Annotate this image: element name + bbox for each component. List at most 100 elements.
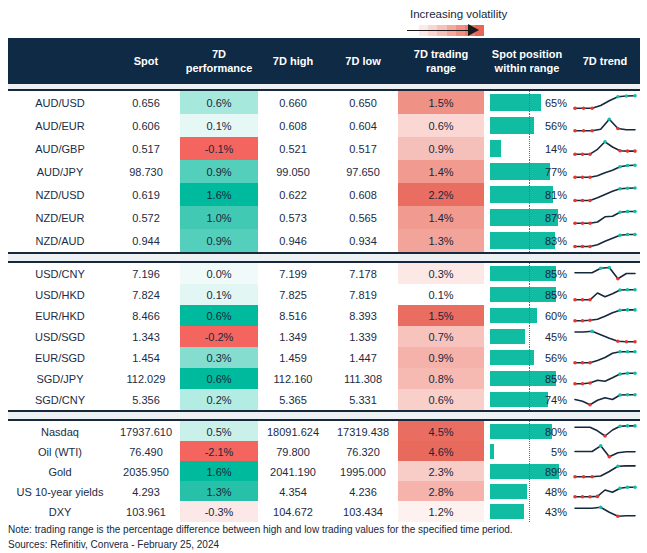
spot-position-cell: 56% xyxy=(484,114,570,137)
spot-value: 4.293 xyxy=(112,481,180,502)
high-marker-dot xyxy=(618,372,622,376)
low-marker-dot xyxy=(588,319,592,323)
high-marker-dot xyxy=(626,424,630,428)
low-value: 7.819 xyxy=(328,284,398,305)
sparkline-line xyxy=(575,142,635,154)
high-marker-dot xyxy=(618,234,622,238)
high-value: 79.800 xyxy=(258,441,328,462)
volatility-arrow-icon xyxy=(468,24,479,36)
low-value: 0.565 xyxy=(328,206,398,229)
trend-sparkline xyxy=(570,284,640,305)
trading-range-cell: 1.4% xyxy=(398,160,484,183)
spot-position-cell: 89% xyxy=(484,461,570,482)
trading-range-cell: 2.8% xyxy=(398,481,484,502)
trend-sparkline xyxy=(570,481,640,502)
spot-value: 103.961 xyxy=(112,501,180,522)
position-percent-label: 74% xyxy=(545,389,567,410)
performance-cell: 1.6% xyxy=(180,461,258,482)
high-marker-dot xyxy=(626,186,630,190)
spot-position-cell: 48% xyxy=(484,481,570,502)
position-percent-label: 43% xyxy=(545,501,567,522)
spot-value: 0.619 xyxy=(112,183,180,206)
high-value: 0.521 xyxy=(258,137,328,160)
asset-label: AUD/USD xyxy=(8,91,112,114)
table-row: AUD/GBP0.517-0.1%0.5210.5170.9%14% xyxy=(8,137,640,160)
high-marker-dot xyxy=(608,117,612,121)
high-marker-dot xyxy=(618,187,622,191)
low-marker-dot xyxy=(616,277,620,281)
sparkline-chart xyxy=(572,501,638,522)
spot-value: 1.343 xyxy=(112,326,180,347)
low-marker-dot xyxy=(616,127,620,131)
spot-value: 7.824 xyxy=(112,284,180,305)
high-marker-dot xyxy=(633,163,637,167)
low-value: 1995.000 xyxy=(328,461,398,482)
trend-sparkline xyxy=(570,91,640,114)
position-percent-label: 80% xyxy=(545,421,567,442)
trend-sparkline xyxy=(570,305,640,326)
low-marker-dot xyxy=(581,319,585,323)
high-value: 7.825 xyxy=(258,284,328,305)
performance-cell: 0.9% xyxy=(180,229,258,252)
low-value: 4.236 xyxy=(328,481,398,502)
midpoint-dotted-line xyxy=(529,206,530,229)
high-marker-dot xyxy=(618,309,622,313)
spot-position-cell: 43% xyxy=(484,501,570,522)
position-bar xyxy=(490,140,501,157)
sparkline-chart xyxy=(572,207,638,228)
asset-label: US 10-year yields xyxy=(8,481,112,502)
trend-sparkline xyxy=(570,347,640,368)
spot-position-cell: 60% xyxy=(484,305,570,326)
footnote: Note: trading range is the percentage di… xyxy=(8,524,513,535)
table-row: Oil (WTI)76.490-2.1%79.80076.3204.6%5% xyxy=(8,441,640,461)
low-marker-dot xyxy=(588,495,592,499)
high-marker-dot xyxy=(626,393,630,397)
low-marker-dot xyxy=(633,340,637,344)
midpoint-dotted-line xyxy=(529,481,530,502)
midpoint-dotted-line xyxy=(529,229,530,252)
spot-position-cell: 85% xyxy=(484,284,570,305)
position-bar xyxy=(490,163,550,180)
position-bar xyxy=(490,329,525,344)
spot-position-cell: 14% xyxy=(484,137,570,160)
low-marker-dot xyxy=(590,106,594,110)
midpoint-dotted-line xyxy=(529,305,530,326)
position-percent-label: 45% xyxy=(545,326,567,347)
position-percent-label: 77% xyxy=(545,160,567,183)
trading-range-cell: 0.6% xyxy=(398,114,484,137)
group-separator-band xyxy=(8,412,640,419)
spot-position-cell: 85% xyxy=(484,368,570,389)
spot-value: 0.656 xyxy=(112,91,180,114)
sources-line: Sources: Refinitiv, Convera - February 2… xyxy=(8,539,219,550)
high-marker-dot xyxy=(618,486,622,490)
high-value: 8.516 xyxy=(258,305,328,326)
high-marker-dot xyxy=(599,267,603,271)
asset-label: DXY xyxy=(8,501,112,522)
asset-label: AUD/EUR xyxy=(8,114,112,137)
asset-label: NZD/AUD xyxy=(8,229,112,252)
high-marker-dot xyxy=(633,94,637,98)
sparkline-chart xyxy=(572,138,638,159)
asset-label: NZD/EUR xyxy=(8,206,112,229)
spot-position-cell: 77% xyxy=(484,160,570,183)
spot-position-cell: 56% xyxy=(484,347,570,368)
low-value: 97.650 xyxy=(328,160,398,183)
high-marker-dot xyxy=(618,288,622,292)
high-marker-dot xyxy=(616,95,620,99)
high-marker-dot xyxy=(590,330,594,334)
high-marker-dot xyxy=(626,372,630,376)
high-value: 112.160 xyxy=(258,368,328,389)
column-header-spot-position-within-range: Spot position within range xyxy=(484,43,570,80)
midpoint-dotted-line xyxy=(529,461,530,482)
position-bar xyxy=(490,392,548,407)
fx-volatility-report: Increasing volatility Spot7D performance… xyxy=(0,0,647,553)
high-marker-dot xyxy=(626,233,630,237)
spot-value: 0.606 xyxy=(112,114,180,137)
asset-label: USD/SGD xyxy=(8,326,112,347)
spot-position-cell: 83% xyxy=(484,229,570,252)
midpoint-dotted-line xyxy=(529,160,530,183)
sparkline-line xyxy=(575,188,635,201)
group-separator-band xyxy=(8,254,640,261)
sparkline-chart xyxy=(572,326,638,347)
spot-position-cell: 81% xyxy=(484,183,570,206)
